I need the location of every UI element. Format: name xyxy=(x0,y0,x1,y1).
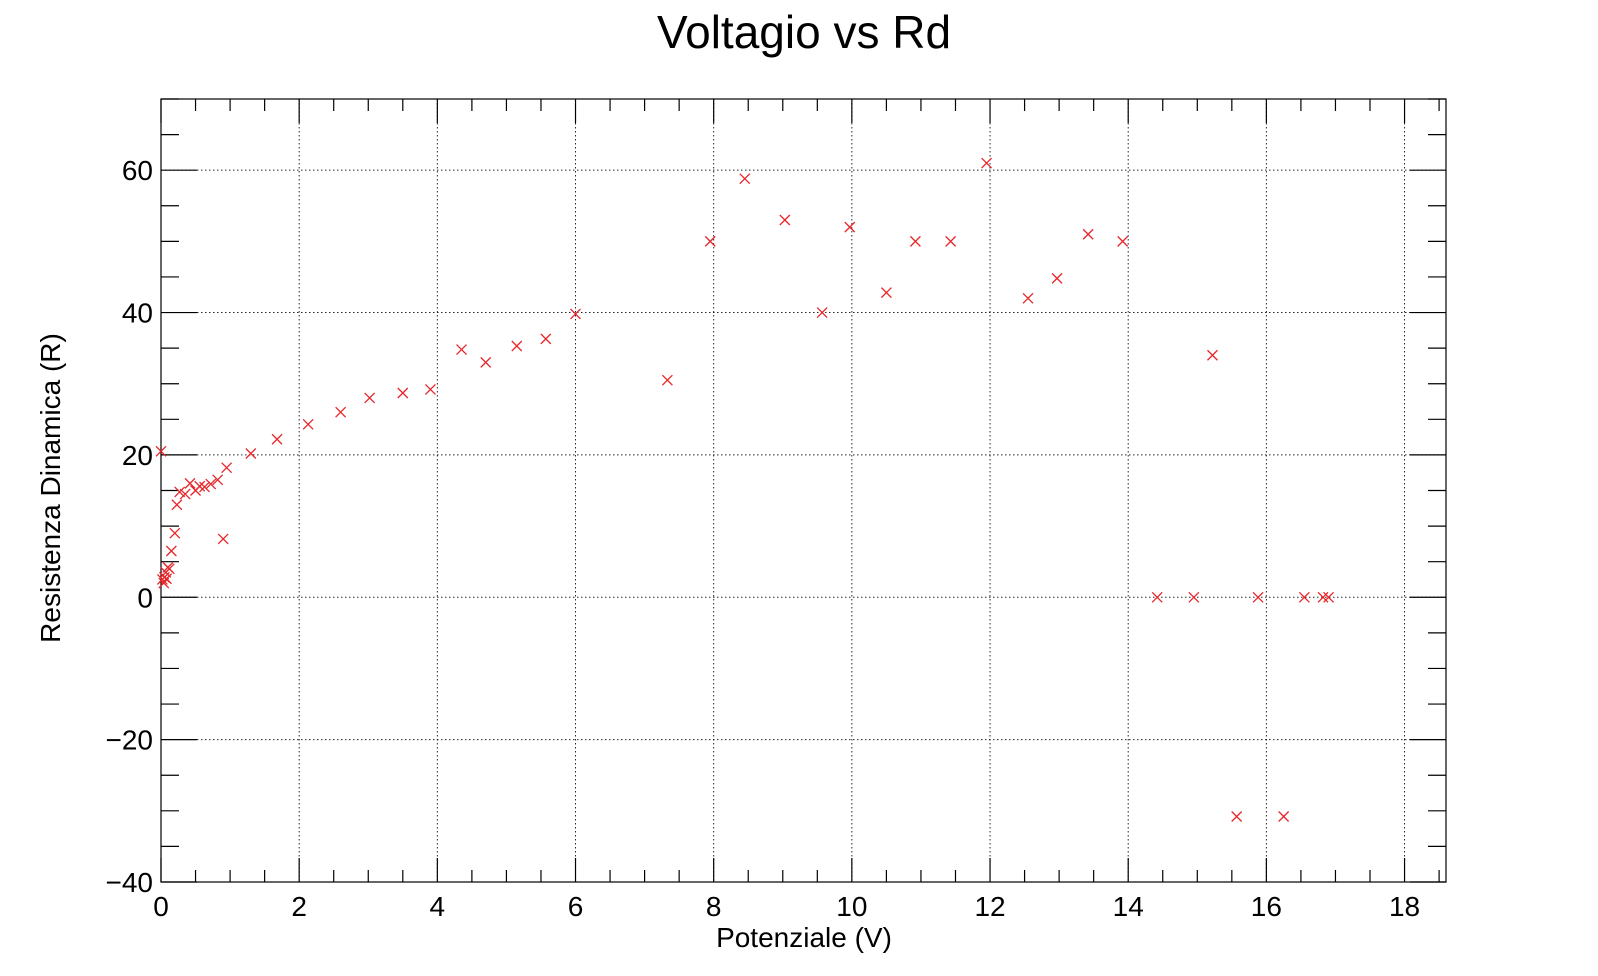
data-point xyxy=(161,573,172,585)
data-point xyxy=(245,448,257,459)
x-tick-label: 12 xyxy=(974,891,1005,922)
data-point xyxy=(364,392,376,404)
x-tick-label: 6 xyxy=(568,891,584,922)
x-axis-label: Potenziale (V) xyxy=(716,922,892,953)
data-point xyxy=(302,418,314,430)
data-point xyxy=(271,433,283,445)
data-point xyxy=(570,308,581,320)
x-tick-label: 0 xyxy=(153,891,169,922)
data-point xyxy=(661,374,673,386)
x-tick-label: 10 xyxy=(836,891,867,922)
y-tick-label: −40 xyxy=(106,867,154,898)
data-point xyxy=(1151,591,1163,603)
data-point xyxy=(1298,591,1310,603)
data-point xyxy=(1278,811,1290,822)
data-point xyxy=(169,527,181,539)
data-point xyxy=(1323,591,1335,603)
data-point xyxy=(945,235,957,247)
data-point xyxy=(155,445,167,457)
data-point xyxy=(179,488,191,500)
data-point xyxy=(1231,811,1243,822)
data-point xyxy=(909,235,921,247)
y-tick-label: 60 xyxy=(122,155,153,186)
data-point xyxy=(1082,228,1094,240)
data-point xyxy=(880,287,892,299)
grid-layer xyxy=(161,99,1446,882)
data-point xyxy=(816,307,828,319)
x-tick-label: 8 xyxy=(706,891,722,922)
data-point xyxy=(199,481,210,493)
data-point xyxy=(779,214,791,226)
y-tick-label: 40 xyxy=(122,298,153,329)
data-point xyxy=(221,462,233,474)
x-tick-label: 14 xyxy=(1113,891,1144,922)
y-tick-label: 20 xyxy=(122,440,153,471)
tick-labels-layer: 0 2 4 6 8 10 12 14 16 18 −40 −20 0 20 40 60 xyxy=(106,155,1421,922)
x-tick-label: 16 xyxy=(1251,891,1282,922)
data-point xyxy=(1117,235,1129,247)
data-point xyxy=(171,499,183,511)
data-point xyxy=(212,474,224,486)
data-point xyxy=(511,340,523,352)
data-point xyxy=(1188,591,1200,603)
chart-title: Voltagio vs Rd xyxy=(657,6,951,58)
data-point xyxy=(335,406,347,418)
y-axis-label: Resistenza Dinamica (R) xyxy=(35,333,66,643)
data-point xyxy=(194,480,206,492)
data-point xyxy=(981,157,993,169)
data-point xyxy=(184,477,196,489)
data-point xyxy=(217,533,229,545)
points-layer xyxy=(155,157,1335,822)
data-point xyxy=(540,333,552,345)
data-point xyxy=(456,344,467,356)
data-point xyxy=(205,478,217,490)
data-point xyxy=(844,221,856,233)
data-point xyxy=(1051,272,1063,284)
data-point xyxy=(1317,591,1329,603)
data-point xyxy=(480,356,492,368)
y-tick-label: −20 xyxy=(106,725,154,756)
ticks-layer xyxy=(160,98,1446,883)
y-tick-label: 0 xyxy=(137,582,153,613)
data-point xyxy=(163,563,175,575)
x-tick-label: 2 xyxy=(291,891,307,922)
x-tick-label: 18 xyxy=(1389,891,1420,922)
data-point xyxy=(704,235,716,247)
data-point xyxy=(739,173,751,185)
data-point xyxy=(1207,349,1218,361)
data-point xyxy=(165,545,177,557)
data-point xyxy=(397,387,409,399)
data-point xyxy=(1252,591,1264,603)
data-point xyxy=(174,486,186,498)
data-point xyxy=(424,383,436,395)
data-point xyxy=(1022,292,1034,304)
plot-frame xyxy=(160,98,1447,883)
x-tick-label: 4 xyxy=(430,891,446,922)
